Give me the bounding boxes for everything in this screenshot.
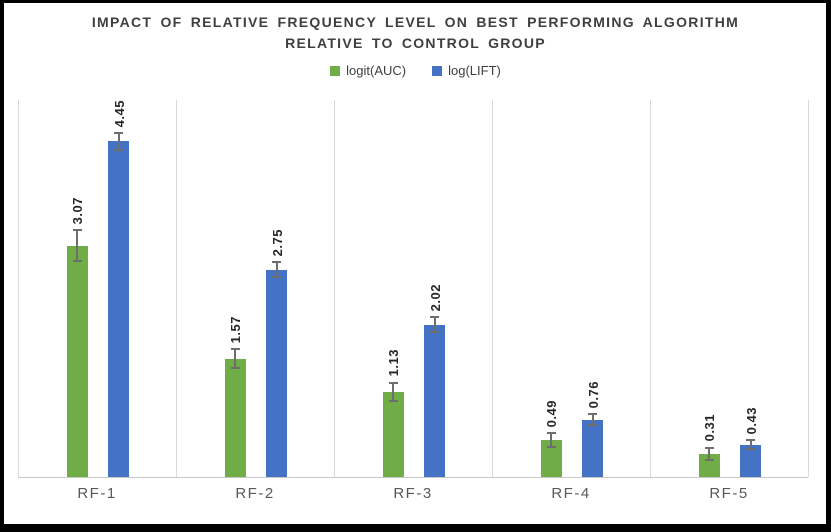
x-axis-label-rf-5: RF-5 <box>709 485 749 502</box>
error-bar-cap-logit-auc-rf-2 <box>230 347 240 350</box>
legend: logit(AUC) log(LIFT) <box>0 63 831 78</box>
bar-log-lift-rf-4 <box>582 419 603 477</box>
value-label-logit-auc-rf-4: 0.49 <box>544 399 559 428</box>
value-label-log-lift-rf-1: 4.45 <box>111 99 127 128</box>
legend-swatch-log-lift-icon <box>432 65 443 76</box>
error-bar-logit-auc-rf-4 <box>550 433 552 447</box>
x-axis-label-rf-1: RF-1 <box>77 485 117 502</box>
value-label-log-lift-rf-2: 2.75 <box>269 228 285 257</box>
error-bar-log-lift-rf-3 <box>433 317 436 333</box>
legend-label-logit-auc: logit(AUC) <box>346 63 407 78</box>
chart-title: IMPACT OF RELATIVE FREQUENCY LEVEL ON BE… <box>0 12 831 54</box>
value-label-log-lift-rf-5: 0.43 <box>743 406 759 435</box>
error-bar-cap-log-lift-rf-5 <box>746 439 755 442</box>
error-bar-cap-logit-auc-rf-4 <box>546 445 556 448</box>
x-axis-label-rf-4: RF-4 <box>551 485 591 502</box>
error-bar-logit-auc-rf-1 <box>76 230 78 261</box>
legend-item-logit-auc[interactable]: logit(AUC) <box>330 63 406 78</box>
value-label-log-lift-rf-4: 0.76 <box>585 381 601 409</box>
error-bar-cap-logit-auc-rf-5 <box>704 458 714 461</box>
bar-log-lift-rf-2 <box>266 269 287 477</box>
error-bar-log-lift-rf-1 <box>117 133 120 150</box>
x-axis-label-rf-2: RF-2 <box>235 485 275 502</box>
error-bar-log-lift-rf-2 <box>275 262 278 278</box>
gridline <box>808 100 809 477</box>
gridline <box>334 100 335 477</box>
gridline <box>492 100 493 477</box>
bar-logit-auc-rf-5 <box>698 453 720 477</box>
error-bar-cap-logit-auc-rf-1 <box>72 259 82 262</box>
error-bar-cap-log-lift-rf-5 <box>746 448 755 451</box>
chart-title-line-1: IMPACT OF RELATIVE FREQUENCY LEVEL ON BE… <box>91 14 740 30</box>
chart-area <box>4 3 826 524</box>
gridline <box>176 100 177 477</box>
error-bar-cap-logit-auc-rf-4 <box>546 432 556 435</box>
error-bar-cap-log-lift-rf-1 <box>114 148 123 151</box>
gridline <box>650 100 651 477</box>
value-label-logit-auc-rf-3: 1.13 <box>386 349 401 377</box>
bar-log-lift-rf-3 <box>424 324 445 477</box>
error-bar-log-lift-rf-5 <box>749 440 752 450</box>
error-bar-cap-logit-auc-rf-3 <box>388 399 398 402</box>
error-bar-cap-logit-auc-rf-1 <box>72 229 82 232</box>
chart-title-line-2: RELATIVE TO CONTROL GROUP <box>285 35 546 51</box>
gridline <box>18 100 19 477</box>
error-bar-cap-log-lift-rf-4 <box>588 423 597 426</box>
bar-logit-auc-rf-3 <box>382 391 404 477</box>
error-bar-cap-logit-auc-rf-2 <box>230 367 240 370</box>
value-label-log-lift-rf-3: 2.02 <box>427 283 443 312</box>
bar-log-lift-rf-5 <box>740 444 761 477</box>
legend-item-log-lift[interactable]: log(LIFT) <box>432 63 501 78</box>
error-bar-logit-auc-rf-2 <box>234 348 236 369</box>
bar-logit-auc-rf-1 <box>66 245 88 477</box>
error-bar-cap-logit-auc-rf-3 <box>388 381 398 384</box>
error-bar-logit-auc-rf-3 <box>392 382 394 401</box>
error-bar-cap-log-lift-rf-4 <box>588 413 597 416</box>
value-label-logit-auc-rf-2: 1.57 <box>228 315 243 343</box>
error-bar-cap-log-lift-rf-1 <box>114 132 123 135</box>
error-bar-cap-log-lift-rf-2 <box>272 276 281 279</box>
legend-label-log-lift: log(LIFT) <box>448 63 501 78</box>
error-bar-cap-log-lift-rf-3 <box>430 331 439 334</box>
bar-log-lift-rf-1 <box>108 141 129 477</box>
error-bar-logit-auc-rf-5 <box>708 447 710 460</box>
value-label-logit-auc-rf-5: 0.31 <box>702 414 717 442</box>
error-bar-cap-log-lift-rf-2 <box>272 261 281 264</box>
error-bar-cap-log-lift-rf-3 <box>430 316 439 319</box>
error-bar-log-lift-rf-4 <box>591 414 594 425</box>
error-bar-cap-logit-auc-rf-5 <box>704 446 714 449</box>
legend-swatch-logit-auc-icon <box>330 65 341 76</box>
x-axis-label-rf-3: RF-3 <box>393 485 433 502</box>
bar-logit-auc-rf-2 <box>224 358 246 477</box>
bar-logit-auc-rf-4 <box>540 440 562 477</box>
value-label-logit-auc-rf-1: 3.07 <box>70 197 85 225</box>
plot-area: 3.07 4.45 RF-1 1.57 2.75 RF-2 1.13 2.02 RF-3 0.49… <box>18 99 809 502</box>
